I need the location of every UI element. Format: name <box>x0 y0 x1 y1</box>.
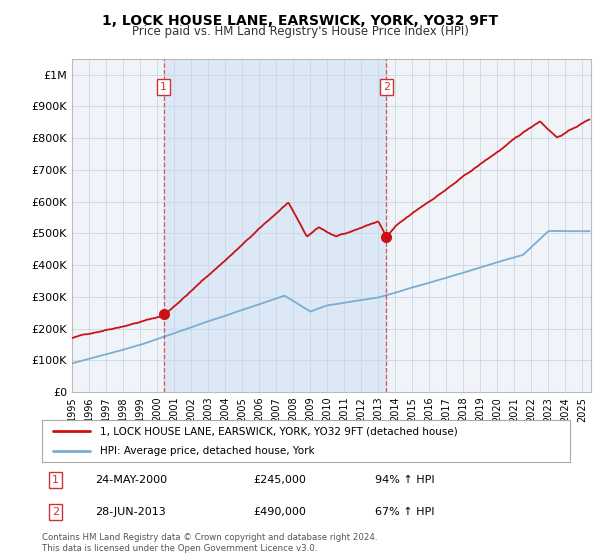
Text: 2: 2 <box>383 82 390 92</box>
Text: 1: 1 <box>52 475 59 484</box>
Bar <box>164 59 386 392</box>
Text: 1: 1 <box>160 82 167 92</box>
Text: Price paid vs. HM Land Registry's House Price Index (HPI): Price paid vs. HM Land Registry's House … <box>131 25 469 38</box>
Text: Contains HM Land Registry data © Crown copyright and database right 2024.: Contains HM Land Registry data © Crown c… <box>42 533 377 542</box>
Text: £245,000: £245,000 <box>253 475 306 484</box>
Text: 94% ↑ HPI: 94% ↑ HPI <box>374 475 434 484</box>
Text: This data is licensed under the Open Government Licence v3.0.: This data is licensed under the Open Gov… <box>42 544 317 553</box>
Text: HPI: Average price, detached house, York: HPI: Average price, detached house, York <box>100 446 315 456</box>
Text: £490,000: £490,000 <box>253 507 306 517</box>
Text: 1, LOCK HOUSE LANE, EARSWICK, YORK, YO32 9FT (detached house): 1, LOCK HOUSE LANE, EARSWICK, YORK, YO32… <box>100 426 458 436</box>
Text: 2: 2 <box>52 507 59 517</box>
Text: 1, LOCK HOUSE LANE, EARSWICK, YORK, YO32 9FT: 1, LOCK HOUSE LANE, EARSWICK, YORK, YO32… <box>102 14 498 28</box>
Text: 67% ↑ HPI: 67% ↑ HPI <box>374 507 434 517</box>
Text: 24-MAY-2000: 24-MAY-2000 <box>95 475 167 484</box>
Text: 28-JUN-2013: 28-JUN-2013 <box>95 507 166 517</box>
